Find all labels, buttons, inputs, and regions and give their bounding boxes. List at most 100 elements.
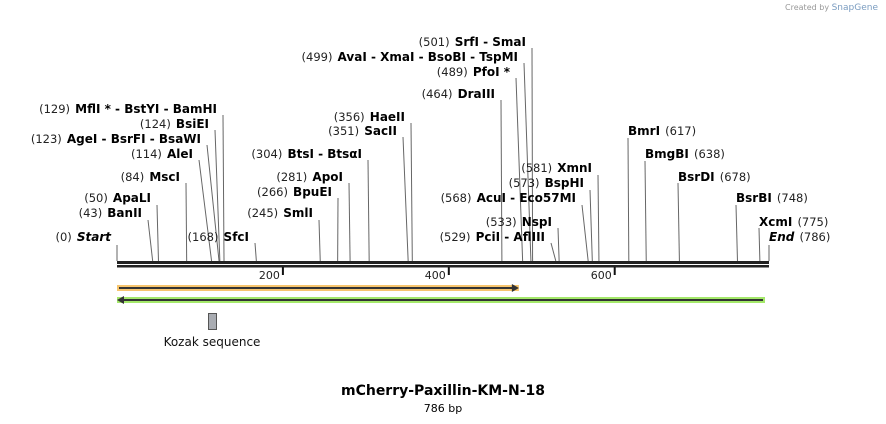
cut-site-position: (533) [486,215,517,229]
enzyme-name: SrfI - SmaI [455,35,526,49]
backbone-top-strand [117,261,769,264]
forward-arrow-icon [511,284,519,292]
tick-label: 400 [425,269,446,282]
construct-title: mCherry-Paxillin-KM-N-18 [340,383,545,399]
cut-site-line [156,204,159,262]
enzyme-name: SmlI [283,206,313,220]
cut-site-line [677,182,680,262]
cut-site-label: (114) AleI [131,143,193,162]
cut-site-label: (533) NspI [486,211,552,230]
snapgene-credit: Created by SnapGene [785,3,878,13]
cut-site-line [735,204,738,262]
cut-site-label: (168) SfcI [188,226,249,245]
enzyme-name: NspI [522,215,552,229]
cut-site-position: (281) [276,170,307,184]
enzyme-name: DraIII [458,87,495,101]
cut-site-label: (123) AgeI - BsrFI - BsaWI [31,128,201,147]
cut-site-position: (351) [328,124,359,138]
enzyme-name: End [769,230,795,244]
enzyme-name: MflI * - BstYI - BamHI [75,102,217,116]
cut-site-line [185,182,188,262]
cut-site-label: (129) MflI * - BstYI - BamHI [39,98,217,117]
cut-site-label: (266) BpuEI [257,181,332,200]
enzyme-name: AvaI - XmaI - BsoBI - TspMI [338,50,518,64]
enzyme-name: ApaLI [113,191,151,205]
cut-site-position: (568) [441,191,472,205]
cut-site-line [318,219,321,262]
credit-brand: SnapGene [831,3,878,13]
cut-site-position: (573) [509,176,540,190]
cut-site-position: (638) [694,147,725,161]
backbone-bottom-strand [117,265,769,268]
cut-site-line [500,99,503,262]
enzyme-name: MscI [149,170,180,184]
cut-site-position: (678) [720,170,751,184]
cut-site-label: (489) PfoI * [437,61,511,80]
cut-site-position: (489) [437,65,468,79]
cut-site-position: (129) [39,102,70,116]
cut-site-position: (266) [257,185,288,199]
cut-site-line [254,242,257,262]
enzyme-name: PciI - AflIII [476,230,545,244]
cut-site-line [206,144,220,262]
cut-site-label: (356) HaeII [334,106,405,125]
cut-site-label: (124) BsiEI [140,113,209,132]
cut-site-position: (464) [422,87,453,101]
cut-site-position: (499) [302,50,333,64]
tick-label: 200 [259,269,280,282]
cut-site-line [627,137,630,262]
enzyme-name: BtsI - BtsαI [287,147,362,161]
cut-site-position: (84) [121,170,145,184]
cut-site-label: BsrDI (678) [678,166,751,185]
cut-site-label: (50) ApaLI [84,187,151,206]
reverse-arrow-icon [117,296,124,304]
cut-site-position: (356) [334,110,365,124]
enzyme-name: XmnI [557,161,592,175]
cut-site-label: XcmI (775) [759,211,828,230]
cut-site-label: (43) BanII [79,202,142,221]
cut-site-position: (50) [84,191,108,205]
enzyme-name: SfcI [224,230,249,244]
cut-site-position: (43) [79,206,103,220]
cut-site-line [523,62,532,262]
cut-site-label: BsrBI (748) [736,187,808,206]
cut-site-label: (84) MscI [121,166,180,185]
cut-site-label: (573) BspHI [509,172,584,191]
cut-site-label: (245) SmlI [247,202,313,221]
cut-site-position: (168) [188,230,219,244]
cut-site-label: (281) ApoI [276,166,343,185]
cut-site-label: BmrI (617) [628,120,696,139]
enzyme-name: AgeI - BsrFI - BsaWI [67,132,201,146]
enzyme-name: AcuI - Eco57MI [477,191,576,205]
cut-site-label: (501) SrfI - SmaI [419,31,526,50]
cut-site-line [515,77,524,262]
cut-site-label: (351) SacII [328,120,397,139]
cut-site-position: (748) [777,191,808,205]
cut-site-line [222,114,225,262]
kozak-label: Kozak sequence [163,335,261,349]
cut-site-line [531,47,534,262]
cut-site-line [410,122,413,262]
credit-prefix: Created by [785,3,830,12]
cut-site-line [402,136,409,262]
cut-site-position: (501) [419,35,450,49]
cut-site-position: (0) [55,230,71,244]
enzyme-name: BsrDI [678,170,715,184]
cut-site-line [198,159,213,262]
enzyme-name: BspHI [545,176,584,190]
enzyme-name: BmrI [628,124,660,138]
cut-site-line [550,242,557,262]
cut-site-label: (529) PciI - AflIII [440,226,545,245]
enzyme-name: ApoI [312,170,343,184]
cut-site-line [581,204,589,262]
cut-site-line [758,227,761,262]
cut-site-line [597,174,600,262]
kozak-sequence-box [208,313,217,330]
cut-site-position: (114) [131,147,162,161]
construct-length: 786 bp [423,402,463,415]
enzyme-name: SacII [364,124,397,138]
enzyme-name: BpuEI [293,185,332,199]
enzyme-name: BsiEI [176,117,209,131]
cut-site-line [147,219,154,262]
